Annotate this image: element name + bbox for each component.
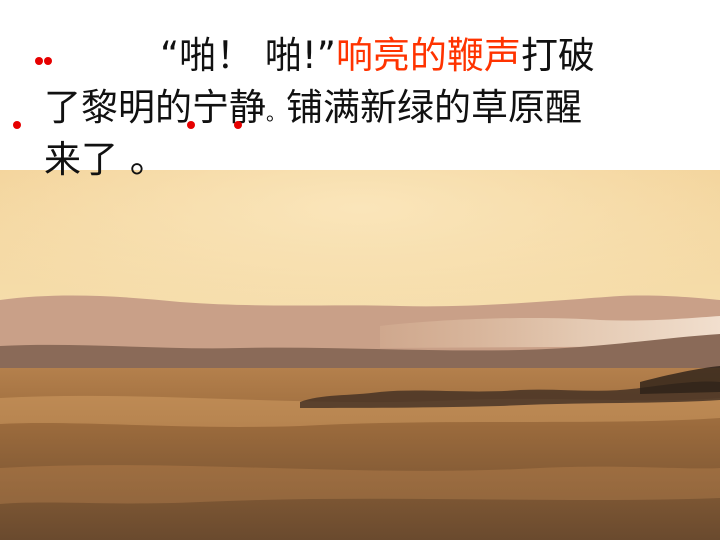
emphasis-dot xyxy=(35,57,43,65)
grassland-dawn-photo xyxy=(0,168,720,540)
emphasis-dot xyxy=(234,121,242,129)
text-line-2-part1: 了黎明的宁静 xyxy=(44,86,266,129)
text-panel: “啪！ 啪!”响亮的鞭声打破 了黎明的宁静。铺满新绿的草原醒 来了 。 xyxy=(0,0,720,181)
text-line-1: “啪！ 啪!”响亮的鞭声打破 xyxy=(160,34,595,78)
emphasis-dot xyxy=(13,121,21,129)
text-line-2-part2: 铺满新绿的草原醒 xyxy=(286,86,582,129)
text-line-2: 了黎明的宁静。铺满新绿的草原醒 xyxy=(44,86,582,135)
emphasis-dot xyxy=(187,121,195,129)
text-line-1-end: 打破 xyxy=(520,34,595,77)
period-mark: 。 xyxy=(266,101,286,125)
emphasis-dot xyxy=(44,57,52,65)
text-line-3: 来了 。 xyxy=(44,138,167,181)
highlighted-phrase: 响亮的鞭声 xyxy=(335,34,521,77)
quote-onomatopoeia: “啪！ 啪!” xyxy=(160,34,336,77)
